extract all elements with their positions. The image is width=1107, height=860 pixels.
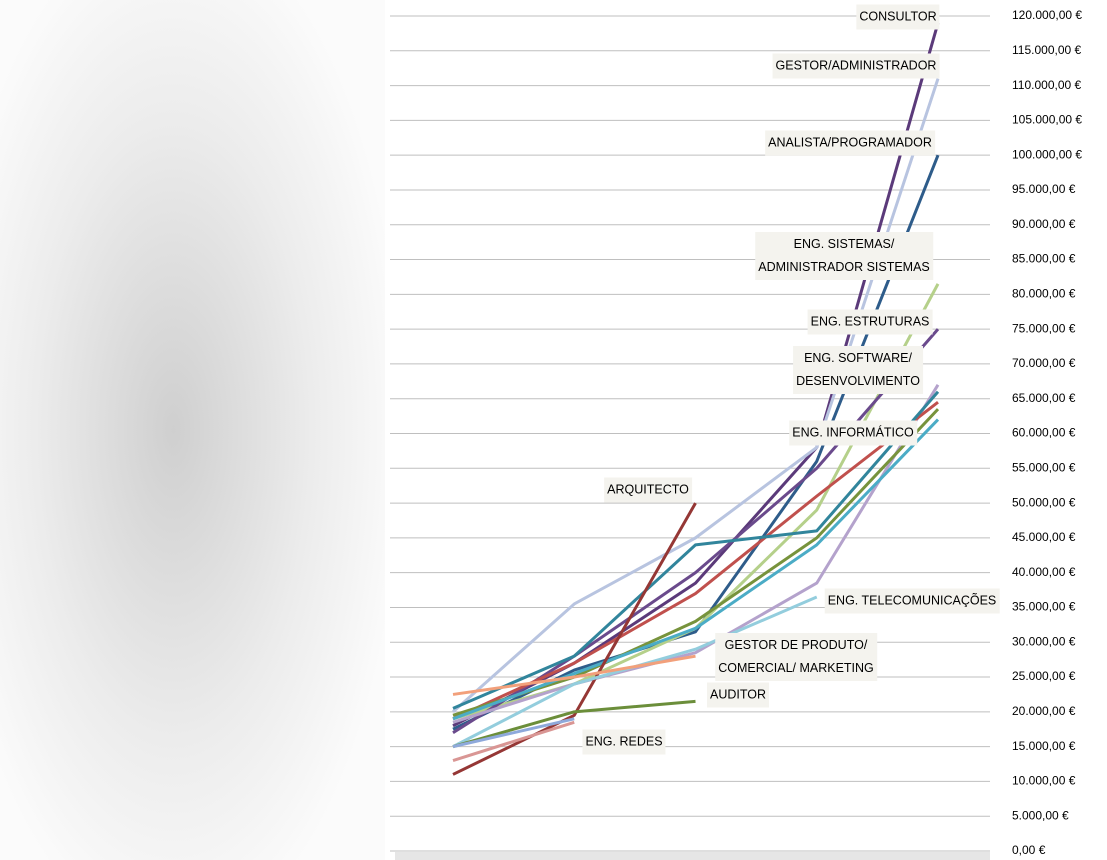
series-label: AUDITOR — [706, 682, 770, 708]
y-tick-label: 40.000,00 € — [1012, 565, 1076, 579]
y-tick-label: 5.000,00 € — [1012, 808, 1069, 822]
y-tick-label: 110.000,00 € — [1012, 78, 1082, 92]
series-label: ENG. TELECOMUNICAÇÕES — [824, 588, 1000, 614]
background-photo — [0, 0, 385, 860]
series-line — [452, 502, 697, 776]
y-tick-label: 15.000,00 € — [1012, 739, 1076, 753]
series-line — [452, 384, 940, 724]
series-label: ARQUITECTO — [604, 477, 692, 503]
y-tick-label: 95.000,00 € — [1012, 182, 1076, 196]
y-tick-label: 55.000,00 € — [1012, 460, 1076, 474]
y-tick-label: 60.000,00 € — [1012, 426, 1076, 440]
series-line — [452, 418, 940, 721]
y-tick-label: 25.000,00 € — [1012, 669, 1076, 683]
series-line — [452, 717, 575, 749]
series-line — [452, 654, 696, 696]
y-tick-label: 65.000,00 € — [1012, 391, 1076, 405]
y-tick-label: 85.000,00 € — [1012, 252, 1076, 266]
series-label: ENG. SOFTWARE/ DESENVOLVIMENTO — [793, 346, 923, 394]
y-tick-label: 70.000,00 € — [1012, 356, 1076, 370]
series-label: ENG. ESTRUTURAS — [807, 309, 933, 335]
series-label: ENG. SISTEMAS/ ADMINISTRADOR SISTEMAS — [755, 232, 933, 280]
series-label: ENG. REDES — [582, 729, 666, 755]
y-tick-label: 35.000,00 € — [1012, 600, 1076, 614]
y-tick-label: 75.000,00 € — [1012, 321, 1076, 335]
series-label: GESTOR/ADMINISTRADOR — [772, 53, 940, 79]
y-tick-label: 45.000,00 € — [1012, 530, 1076, 544]
y-tick-label: 115.000,00 € — [1012, 43, 1082, 57]
y-tick-label: 50.000,00 € — [1012, 495, 1076, 509]
y-tick-label: 105.000,00 € — [1012, 113, 1082, 127]
y-tick-label: 90.000,00 € — [1012, 217, 1076, 231]
series-line — [452, 78, 940, 713]
y-tick-label: 0,00 € — [1012, 843, 1046, 857]
y-tick-label: 100.000,00 € — [1012, 147, 1082, 161]
y-tick-label: 120.000,00 € — [1012, 8, 1082, 22]
series-label: ANALISTA/PROGRAMADOR — [765, 130, 935, 156]
plot-floor — [395, 852, 990, 860]
y-tick-label: 10.000,00 € — [1012, 774, 1076, 788]
y-tick-label: 80.000,00 € — [1012, 287, 1076, 301]
y-tick-label: 30.000,00 € — [1012, 634, 1076, 648]
series-line — [452, 699, 696, 749]
y-tick-label: 20.000,00 € — [1012, 704, 1076, 718]
series-label: ENG. INFORMÁTICO — [789, 420, 917, 446]
series-label: CONSULTOR — [856, 4, 940, 30]
series-line — [452, 390, 940, 710]
series-line — [452, 720, 575, 762]
series-label: GESTOR DE PRODUTO/ COMERCIAL/ MARKETING — [715, 633, 877, 681]
